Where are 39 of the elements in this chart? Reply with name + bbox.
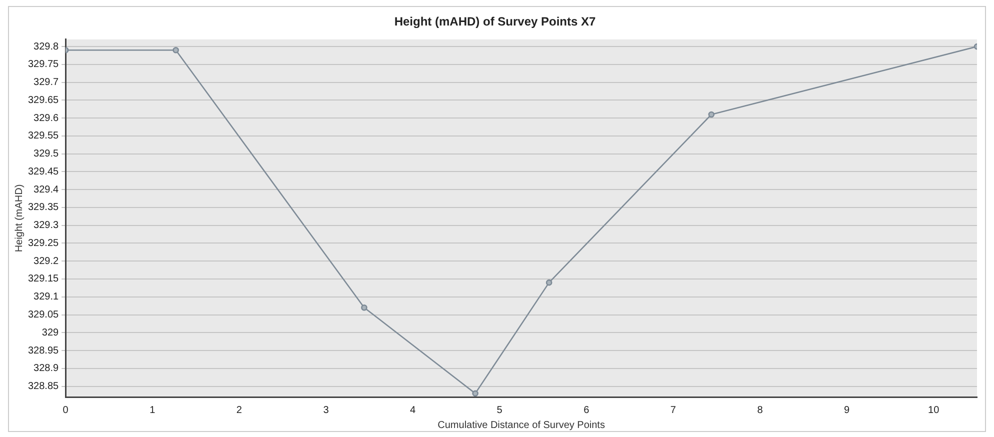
x-tick-label: 8 (757, 404, 764, 416)
point (472, 390, 478, 397)
y-tick-label: 329.6 (34, 112, 60, 124)
point (172, 46, 179, 54)
x-tick-label: 1 (150, 404, 156, 416)
y-tick-label: 329 (42, 327, 60, 338)
x-tick-label: 10 (928, 404, 940, 416)
y-tick-label: 329.5 (34, 148, 60, 160)
y-tick-label: 328.9 (34, 363, 60, 374)
chart-title: Height (mAHD) of Survey Points X7 (394, 14, 596, 29)
y-tick-label: 329.75 (28, 59, 60, 70)
point (546, 279, 552, 286)
y-axis-title: Height (mAHD) (14, 184, 25, 252)
y-tick-label: 329.15 (28, 274, 60, 285)
y-tick-label: 329.65 (28, 94, 60, 106)
point (361, 304, 368, 311)
x-tick-label: 4 (410, 404, 416, 416)
y-tick-label: 329.45 (28, 166, 60, 178)
x-tick-label: 9 (844, 404, 850, 416)
y-tick-label: 329.05 (28, 310, 60, 320)
x-tick-label: 7 (670, 404, 676, 416)
x-tick-label: 5 (496, 404, 503, 416)
y-tick-label: 329.1 (34, 292, 60, 303)
point (708, 111, 715, 118)
y-tick-label: 329.4 (34, 184, 60, 196)
y-tick-label: 329.3 (34, 220, 60, 232)
y-tick-label: 328.95 (28, 345, 60, 356)
y-tick-label: 329.55 (28, 130, 60, 142)
y-tick-label: 328.85 (28, 381, 60, 392)
x-tick-label: 3 (323, 404, 330, 416)
x-tick-label: 6 (584, 404, 590, 416)
x-tick-label: 0 (62, 404, 69, 416)
y-tick-label: 329.25 (28, 238, 60, 249)
y-tick-label: 329.2 (34, 256, 60, 267)
y-tick-label: 329.7 (34, 77, 60, 88)
x-axis-title: Cumulative Distance of Survey Points (438, 420, 605, 431)
y-tick-label: 329.35 (28, 202, 60, 214)
x-tick-label: 2 (236, 404, 242, 416)
y-tick-label: 329.8 (34, 41, 60, 52)
